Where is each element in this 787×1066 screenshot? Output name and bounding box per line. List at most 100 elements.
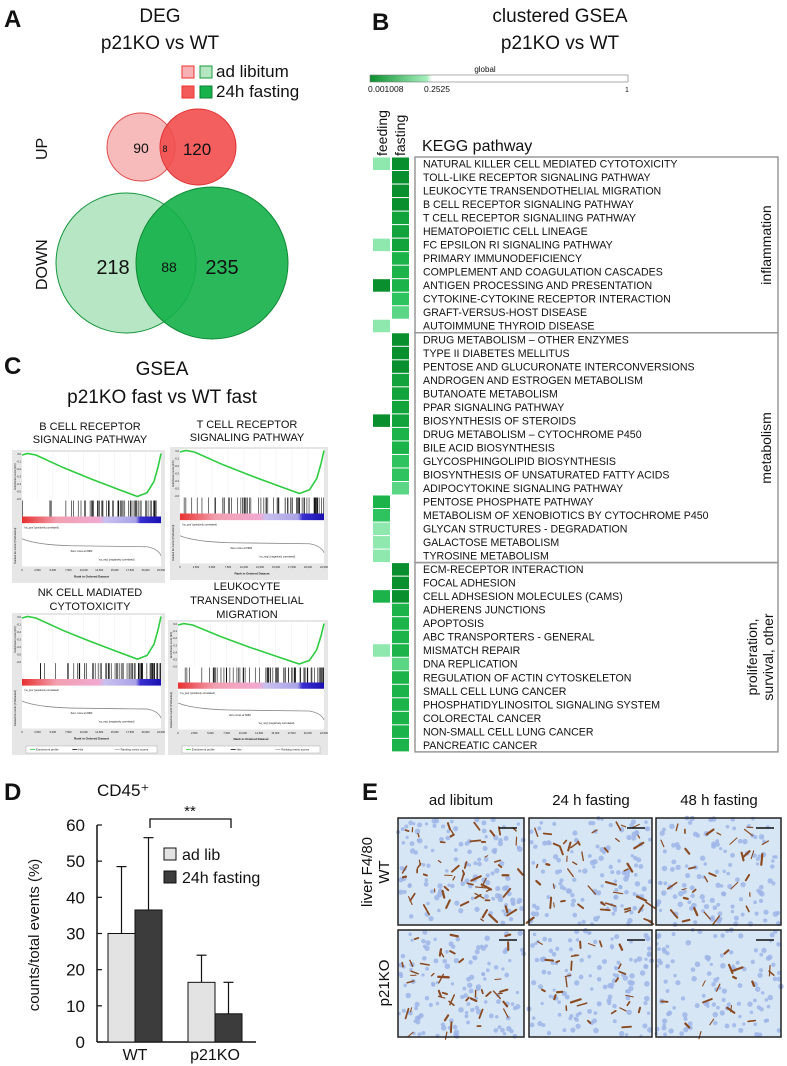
neg-label: 'na_neg' (negatively correlated) xyxy=(98,720,134,724)
heatmap-cell-fasting xyxy=(392,225,409,238)
heatmap-cell-feeding xyxy=(373,536,390,549)
nucleus xyxy=(670,959,675,964)
nucleus xyxy=(466,1002,471,1006)
gsea-plot-title: SIGNALING PATHWAY xyxy=(33,434,148,446)
nucleus xyxy=(467,839,472,844)
nucleus xyxy=(421,939,426,944)
nucleus xyxy=(627,979,633,986)
nucleus xyxy=(494,868,500,874)
gsea-plot-title: MIGRATION xyxy=(216,609,278,621)
micrograph-p21ko-0 xyxy=(397,929,526,1040)
nucleus xyxy=(484,835,488,839)
nucleus xyxy=(641,886,647,892)
f480-stain xyxy=(565,976,568,988)
f480-stain xyxy=(445,899,451,909)
f480-stain xyxy=(473,821,481,831)
nucleus xyxy=(482,846,488,851)
nucleus xyxy=(483,1000,488,1004)
pathway-name: ECM-RECEPTOR INTERACTION xyxy=(423,564,583,576)
pathway-name: CELL ADHSESION MOLECULES (CAMS) xyxy=(423,591,623,603)
colorbar-mid: 0.2525 xyxy=(424,84,450,94)
f480-stain xyxy=(488,913,499,924)
nucleus xyxy=(709,916,715,922)
y-tick-label: 10 xyxy=(66,997,85,1016)
f480-stain xyxy=(401,865,408,874)
nucleus xyxy=(435,1001,440,1006)
metric-axis-label: Ranked list metric (PreRanked) xyxy=(13,690,17,726)
nucleus xyxy=(769,932,775,938)
es-tick-label: -0.5 xyxy=(173,657,178,661)
column-label-48h: 48 h fasting xyxy=(680,792,758,809)
nucleus xyxy=(711,1002,717,1007)
f480-stain xyxy=(626,1001,631,1007)
f480-stain xyxy=(552,842,560,847)
f480-stain xyxy=(437,975,450,979)
pathway-name: PRIMARY IMMUNODEFICIENCY xyxy=(423,253,582,265)
es-tick-label: -0.4 xyxy=(173,650,178,654)
nucleus xyxy=(642,1023,648,1029)
nucleus xyxy=(531,980,537,986)
pathway-name: REGULATION OF ACTIN CYTOSKELETON xyxy=(423,672,631,684)
x-tick-label: 12,500 xyxy=(255,731,263,735)
x-axis-label: Rank in Ordered Dataset xyxy=(233,737,268,741)
venn-up-fasting-count: 120 xyxy=(183,140,211,159)
micrograph-border xyxy=(397,929,525,1038)
nucleus xyxy=(593,1011,598,1015)
nucleus xyxy=(770,864,775,869)
f480-stain xyxy=(619,1007,627,1012)
nucleus xyxy=(715,882,721,888)
rank-gradient-bar xyxy=(178,682,324,689)
nucleus xyxy=(453,848,458,852)
nucleus xyxy=(428,1002,433,1008)
f480-stain xyxy=(413,937,420,940)
nucleus xyxy=(776,1028,782,1033)
f480-stain xyxy=(581,851,585,862)
micrograph-wt-2 xyxy=(655,815,782,927)
nucleus xyxy=(592,865,596,869)
nucleus xyxy=(606,998,612,1004)
f480-stain xyxy=(729,837,738,845)
nucleus xyxy=(624,989,629,994)
heatmap-cell-feeding xyxy=(373,549,390,563)
nucleus xyxy=(548,948,554,954)
nucleus xyxy=(460,994,465,1000)
nucleus xyxy=(460,881,466,887)
micrograph-border xyxy=(397,817,525,926)
nucleus xyxy=(450,819,454,824)
nucleus xyxy=(558,869,563,873)
f480-stain xyxy=(535,863,539,869)
nucleus xyxy=(624,889,629,895)
f480-stain xyxy=(566,868,574,878)
pathway-name: PENTOSE AND GLUCURONATE INTERCONVERSIONS xyxy=(423,361,695,373)
f480-stain xyxy=(708,872,717,877)
panel-label-a: A xyxy=(4,6,21,33)
nucleus xyxy=(713,1020,718,1026)
legend-label: 24h fasting xyxy=(182,870,260,887)
pathway-name: ANDROGEN AND ESTROGEN METABOLISM xyxy=(423,375,643,387)
nucleus xyxy=(559,885,565,890)
enrichment-curve xyxy=(179,449,325,495)
heatmap-cell-feeding xyxy=(373,522,390,536)
micrograph-grid xyxy=(396,815,784,1040)
nucleus xyxy=(485,968,490,973)
f480-stain xyxy=(516,868,524,876)
f480-stain xyxy=(625,994,634,998)
pathway-name: APOPTOSIS xyxy=(423,618,484,630)
nucleus xyxy=(450,883,455,889)
f480-stain xyxy=(675,823,679,832)
nucleus xyxy=(421,862,426,867)
nucleus xyxy=(658,960,663,966)
f480-stain xyxy=(452,875,456,881)
f480-stain xyxy=(604,881,617,886)
nucleus xyxy=(668,1028,674,1034)
nucleus xyxy=(713,934,718,939)
pathway-name: ANTIGEN PROCESSING AND PRESENTATION xyxy=(423,280,652,292)
nucleus xyxy=(592,858,598,865)
f480-stain xyxy=(637,834,641,839)
heatmap-cell-fasting xyxy=(392,671,409,684)
column-header-feeding: feeding xyxy=(374,110,390,156)
pathway-name: COLORECTAL CANCER xyxy=(423,713,542,725)
f480-stain xyxy=(438,973,445,984)
